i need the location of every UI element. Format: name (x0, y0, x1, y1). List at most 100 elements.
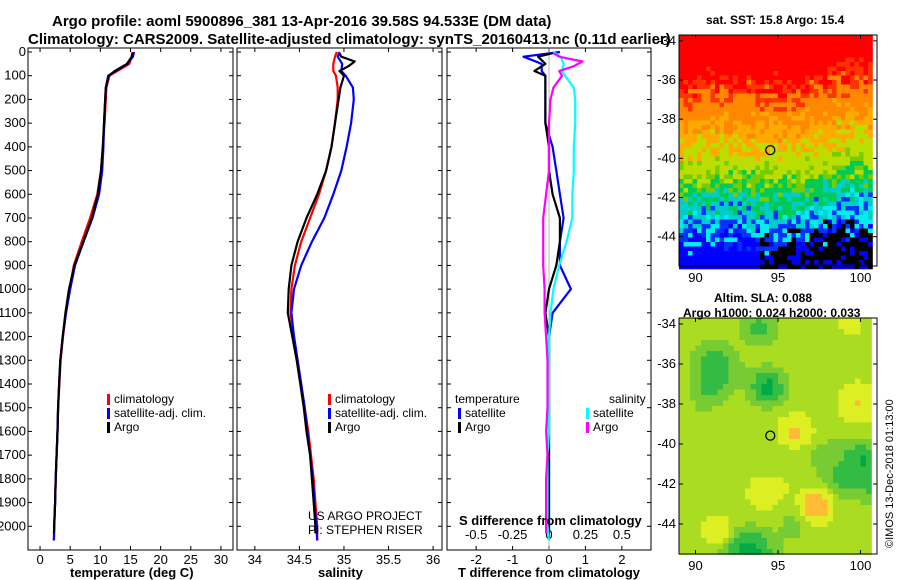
sla-cell (844, 455, 850, 462)
sst-cell (823, 53, 828, 58)
sla-cell (794, 543, 801, 550)
sla-cell (849, 389, 856, 396)
series-line-argo (286, 52, 356, 534)
sst-cell (832, 260, 837, 265)
sla-cell (849, 510, 856, 517)
sla-cell (690, 444, 696, 451)
sst-cell (679, 192, 684, 198)
sst-cell (841, 260, 846, 265)
sst-cell (679, 228, 684, 234)
sst-cell (814, 84, 819, 90)
sla-cell (844, 510, 850, 517)
sst-cell (733, 242, 738, 247)
sla-cell (739, 472, 746, 478)
sst-cell (751, 120, 756, 126)
sst-cell (769, 197, 774, 202)
sst-cell (841, 192, 846, 198)
sla-cell (866, 400, 872, 407)
sst-cell (850, 93, 855, 99)
sst-cell (715, 71, 720, 76)
sla-cell (701, 527, 707, 533)
sst-cell (841, 161, 846, 166)
sst-cell (836, 125, 842, 130)
sst-cell (769, 80, 774, 85)
sst-cell (836, 93, 842, 99)
sla-cell (761, 499, 768, 506)
sst-cell (697, 228, 702, 234)
sst-cell (751, 201, 756, 207)
sla-cell (767, 532, 773, 539)
sst-cell (733, 152, 738, 157)
sst-cell (769, 260, 774, 265)
sla-cell (701, 362, 707, 368)
sla-cell (783, 538, 790, 544)
sst-cell (796, 116, 801, 121)
sla-cell (816, 505, 823, 511)
sla-cell (838, 351, 845, 357)
sst-cell (728, 53, 734, 58)
sst-cell (809, 246, 815, 252)
sst-cell (863, 66, 869, 72)
sla-cell (684, 466, 691, 473)
sla-cell (816, 318, 823, 324)
sst-cell (841, 197, 846, 202)
sla-cell (739, 378, 746, 385)
sst-cell (805, 183, 810, 189)
sla-cell (690, 466, 696, 473)
sla-cell (816, 538, 823, 544)
sst-cell (692, 48, 698, 54)
sla-cell (761, 345, 768, 352)
sla-cell (723, 323, 729, 330)
sla-cell (794, 378, 801, 385)
sst-cell (733, 75, 738, 81)
sst-cell (760, 174, 765, 180)
sla-cell (789, 345, 795, 352)
sla-cell (816, 488, 823, 495)
sst-cell (854, 233, 860, 238)
sst-cell (724, 197, 729, 202)
sst-cell (737, 44, 743, 49)
sst-cell (742, 134, 747, 139)
sst-cell (715, 174, 720, 180)
sst-cell (832, 179, 837, 184)
x-tick-label: 10 (93, 552, 107, 567)
sla-cell (695, 356, 702, 363)
sst-cell (791, 116, 797, 121)
sst-cell (863, 111, 869, 117)
sla-cell (745, 378, 751, 385)
sst-cell (796, 111, 801, 117)
sst-cell (809, 188, 815, 193)
sst-cell (764, 188, 770, 193)
sla-cell (849, 516, 856, 522)
sst-cell (859, 71, 864, 76)
sst-cell (863, 57, 869, 63)
sst-cell (863, 174, 869, 180)
sst-cell (854, 89, 860, 94)
sst-cell (733, 197, 738, 202)
sst-cell (737, 80, 743, 85)
sla-cell (778, 527, 784, 533)
sla-cell (734, 472, 740, 478)
sst-cell (688, 156, 693, 162)
sla-cell (778, 538, 784, 544)
sst-cell (796, 233, 801, 238)
sst-cell (715, 201, 720, 207)
sla-cell (756, 389, 762, 396)
sla-cell (684, 389, 691, 396)
sla-cell (723, 538, 729, 544)
sst-cell (832, 210, 837, 216)
sst-cell (719, 251, 725, 256)
sst-cell (809, 206, 815, 211)
sst-cell (814, 116, 819, 121)
sst-cell (809, 233, 815, 238)
sst-cell (697, 188, 702, 193)
sst-cell (728, 210, 734, 216)
sst-cell (805, 66, 810, 72)
sst-cell (787, 125, 792, 130)
sla-cell (833, 527, 839, 533)
sst-cell (751, 111, 756, 117)
sst-cell (701, 237, 707, 243)
sla-cell (816, 356, 823, 363)
sst-cell (868, 156, 873, 162)
sst-cell (715, 89, 720, 94)
